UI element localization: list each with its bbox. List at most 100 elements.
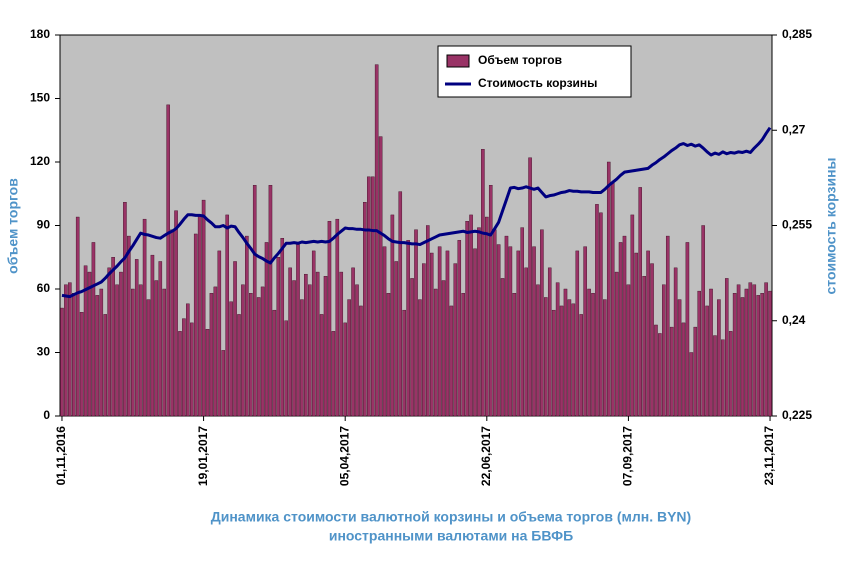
bar — [382, 246, 387, 417]
x-tick-label: 05,04,2017 — [337, 426, 351, 486]
bar — [363, 202, 367, 417]
bar — [756, 295, 761, 417]
y2-tick-label: 0,225 — [782, 408, 812, 422]
bar — [245, 235, 249, 417]
bar — [111, 257, 115, 417]
bar — [300, 299, 304, 417]
bar — [642, 276, 646, 417]
bar — [717, 299, 721, 417]
bar — [701, 225, 705, 417]
bar — [225, 214, 229, 417]
bar — [308, 284, 312, 417]
bar — [634, 252, 639, 417]
bar — [241, 284, 245, 417]
bar — [449, 305, 454, 417]
bar — [728, 331, 733, 417]
bar — [618, 242, 623, 417]
bar — [532, 246, 536, 417]
bar — [512, 293, 517, 417]
bar — [551, 309, 556, 417]
legend-swatch — [446, 54, 470, 68]
bar — [292, 280, 296, 417]
bar — [508, 246, 513, 417]
bar — [673, 267, 678, 417]
bar — [563, 288, 568, 417]
bar — [276, 257, 281, 417]
bar — [182, 318, 186, 417]
bar — [520, 227, 524, 417]
bar — [429, 252, 434, 417]
bar — [60, 307, 64, 417]
bar — [724, 278, 729, 417]
bar — [71, 293, 76, 417]
bar — [693, 326, 698, 417]
bar — [130, 288, 135, 417]
bar — [681, 322, 686, 417]
bar — [343, 322, 347, 417]
y-tick-label: 150 — [30, 91, 50, 105]
bar — [119, 271, 123, 417]
bar — [736, 284, 741, 417]
bar — [650, 263, 654, 417]
bar — [304, 273, 308, 417]
bar — [237, 314, 241, 417]
bar — [453, 263, 458, 417]
bar — [390, 214, 395, 417]
bar — [256, 297, 261, 417]
bar — [477, 227, 481, 417]
bar — [583, 246, 587, 417]
bar — [591, 293, 595, 417]
bar — [587, 288, 591, 417]
bar — [426, 225, 430, 417]
bar — [347, 299, 351, 417]
x-tick-label: 19,01,2017 — [196, 426, 210, 486]
bar — [209, 293, 214, 417]
bar — [528, 157, 532, 417]
bar — [685, 242, 690, 417]
bar — [127, 235, 131, 417]
bar — [473, 248, 477, 417]
y-tick-label: 30 — [37, 345, 51, 359]
bar — [359, 305, 363, 417]
y2-tick-label: 0,285 — [782, 27, 812, 41]
bar — [571, 303, 576, 417]
bar — [646, 250, 650, 417]
bar — [166, 104, 170, 417]
bar — [603, 299, 607, 417]
bar — [744, 288, 749, 417]
bar — [504, 235, 509, 417]
bar — [547, 267, 552, 417]
bar — [630, 214, 635, 417]
marks — [60, 64, 772, 417]
bar — [654, 324, 658, 417]
y-tick-label: 90 — [37, 218, 51, 232]
bar — [205, 329, 210, 417]
bar — [335, 218, 340, 417]
line — [61, 126, 772, 299]
bar — [68, 282, 72, 417]
bar — [138, 284, 143, 417]
bar — [418, 299, 422, 417]
bar — [233, 261, 237, 417]
legend-label: Объем торгов — [478, 53, 562, 67]
bar — [485, 216, 489, 417]
bar — [481, 149, 485, 417]
bar — [355, 284, 359, 417]
bar — [713, 335, 717, 417]
bar — [524, 267, 528, 417]
bar — [311, 250, 316, 417]
bar — [193, 233, 198, 417]
bar — [197, 214, 202, 417]
bar — [103, 314, 108, 417]
bar — [410, 278, 414, 417]
x-tick-label: 07,09,2017 — [621, 426, 635, 486]
bar — [567, 299, 572, 417]
chart-title: Динамика стоимости валютной корзины и об… — [211, 509, 691, 525]
bar — [760, 293, 764, 417]
bar — [158, 261, 163, 417]
x-tick-label: 01,11,2016 — [54, 426, 68, 486]
bar — [87, 271, 92, 417]
bar — [174, 210, 178, 417]
bar — [516, 250, 521, 417]
